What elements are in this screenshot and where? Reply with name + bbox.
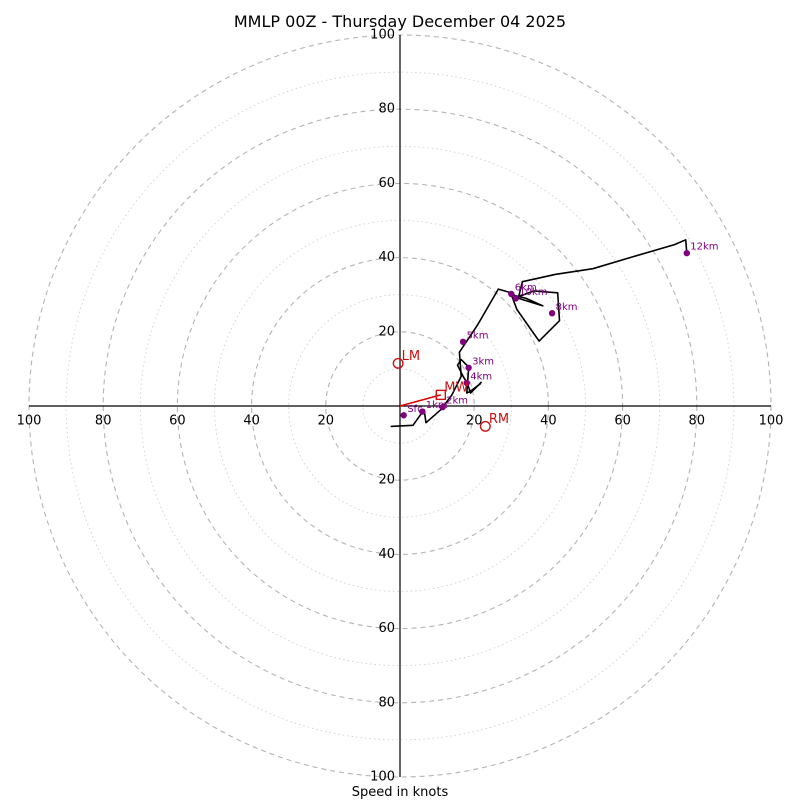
height-marker-12km	[683, 249, 690, 257]
storm-motion-label-rm: RM	[489, 412, 509, 427]
hodograph-trace	[390, 239, 688, 428]
height-marker-10km	[512, 295, 519, 302]
height-label-sfc: Sfc	[407, 404, 422, 415]
tick-label-bottom-20: 20	[378, 473, 395, 488]
x-axis-label: Speed in knots	[352, 785, 449, 800]
mean-wind-vector	[399, 394, 442, 407]
height-label-3km: 3km	[472, 356, 494, 367]
height-label-1km: 1km	[426, 400, 448, 411]
height-marker-sfc	[400, 412, 407, 419]
tick-label-right-40: 40	[540, 414, 557, 429]
height-marker-4km	[463, 379, 470, 387]
storm-motion-marker-rm	[479, 420, 491, 432]
tick-label-left-20: 20	[318, 414, 335, 429]
height-label-12km: 12km	[690, 242, 718, 253]
tick-label-bottom-80: 80	[378, 695, 395, 710]
tick-label-left-60: 60	[169, 414, 186, 429]
tick-label-top-100: 100	[370, 28, 395, 43]
storm-motion-marker-lm	[392, 357, 404, 369]
tick-label-left-40: 40	[243, 414, 260, 429]
height-marker-5km	[459, 338, 467, 346]
tick-label-right-100: 100	[759, 414, 784, 429]
tick-label-top-40: 40	[378, 250, 395, 265]
height-marker-3km	[465, 364, 472, 371]
hodograph-series	[390, 239, 688, 428]
tick-label-right-60: 60	[614, 414, 631, 429]
height-label-4km: 4km	[470, 371, 492, 382]
height-label-10km: 10km	[519, 287, 547, 298]
tick-label-left-100: 100	[17, 414, 42, 429]
hodograph-trace-mid-level	[456, 358, 483, 394]
tick-label-right-80: 80	[689, 414, 706, 429]
tick-label-right-20: 20	[466, 414, 483, 429]
height-marker-1km	[419, 408, 426, 415]
tick-label-top-20: 20	[378, 324, 395, 339]
tick-label-top-60: 60	[378, 176, 395, 191]
tick-label-bottom-100: 100	[370, 770, 395, 785]
tick-label-bottom-60: 60	[378, 621, 395, 636]
tick-label-top-80: 80	[378, 102, 395, 117]
storm-motion-markers: LM MW RM	[392, 349, 509, 432]
storm-motion-label-mw: MW	[444, 380, 468, 395]
storm-motion-label-lm: LM	[402, 349, 420, 364]
tick-label-bottom-40: 40	[378, 547, 395, 562]
height-marker-2km	[439, 403, 446, 411]
storm-motion-marker-mw	[435, 389, 447, 401]
height-marker-6km	[508, 290, 515, 298]
height-marker-8km	[548, 310, 556, 317]
tick-label-left-80: 80	[95, 414, 112, 429]
height-label-6km: 6km	[515, 282, 537, 293]
height-label-2km: 2km	[446, 396, 468, 407]
height-label-8km: 8km	[556, 302, 578, 313]
tick-labels: 20 40 60 80 100 20 40 60 80 100 20 40 60 80 100 20 40 60 8…	[17, 28, 784, 785]
height-label-5km: 5km	[467, 330, 489, 341]
chart-title: MMLP 00Z - Thursday December 04 2025	[234, 12, 566, 31]
